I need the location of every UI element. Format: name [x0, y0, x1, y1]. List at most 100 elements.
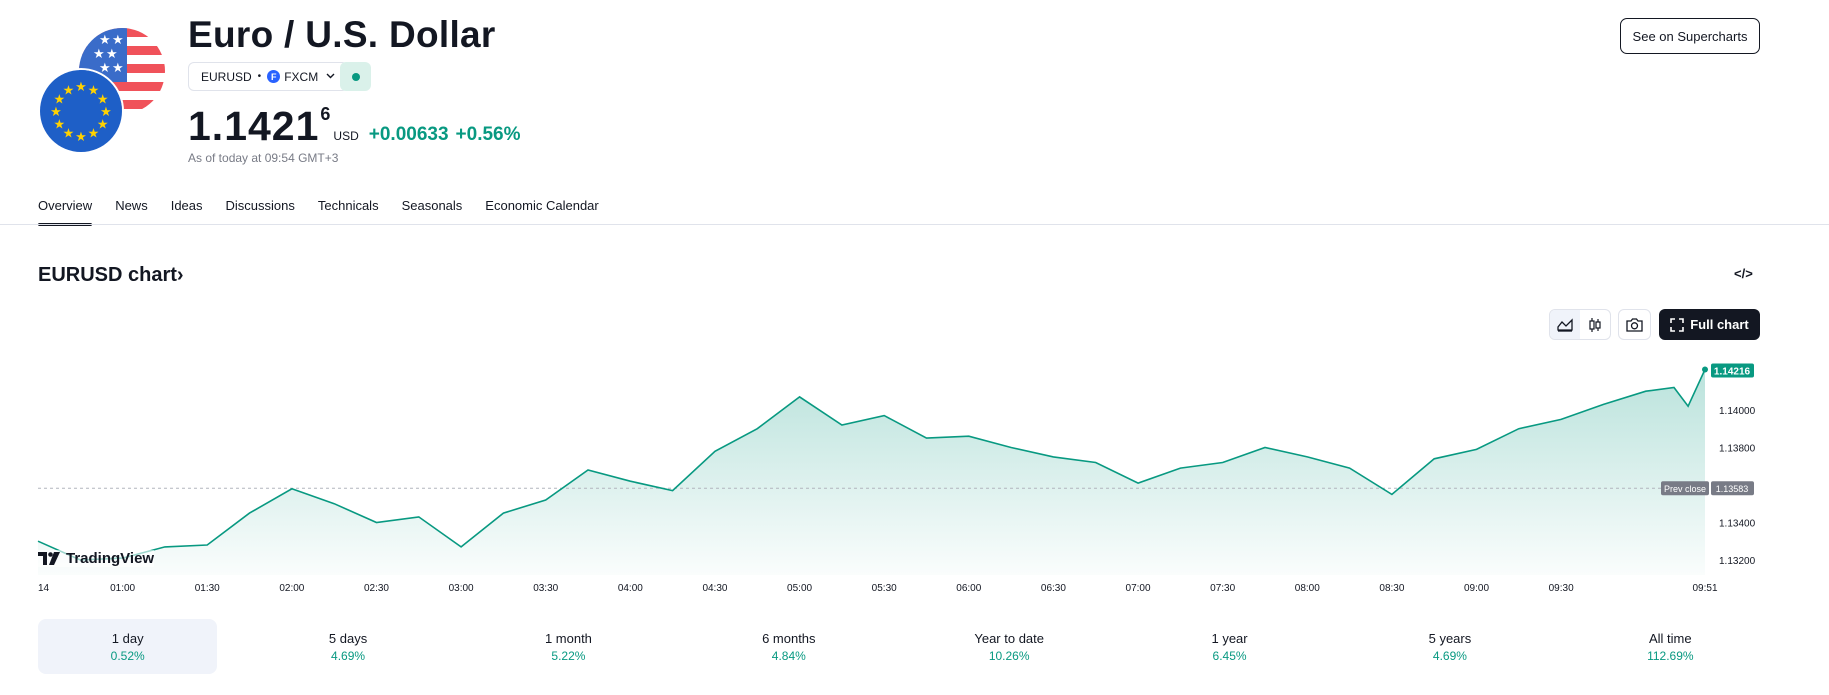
- eu-star-icon: ★: [97, 118, 109, 133]
- area-chart-icon[interactable]: [1550, 310, 1580, 339]
- price-area-fill: [38, 369, 1705, 575]
- x-tick-label: 05:30: [872, 583, 897, 594]
- eu-star-icon: ★: [54, 118, 66, 133]
- price-block: 1.1421 6 USD +0.00633 +0.56%: [188, 103, 521, 150]
- eu-star-icon: ★: [75, 80, 87, 95]
- tab-economic-calendar[interactable]: Economic Calendar: [485, 198, 599, 213]
- candles-chart-icon[interactable]: [1580, 310, 1610, 339]
- period-label: 1 month: [544, 630, 592, 646]
- chart-title-text: EURUSD chart: [38, 264, 177, 286]
- current-price-label: 1.14216: [1714, 367, 1751, 378]
- x-tick-label: 01:00: [110, 583, 135, 594]
- eu-star-icon: ★: [88, 127, 100, 142]
- prev-close-text: Prev close: [1664, 484, 1706, 494]
- x-tick-label: 04:30: [702, 583, 727, 594]
- period-change: 5.22%: [551, 648, 586, 663]
- tab-divider: [0, 224, 1829, 225]
- x-tick-label: 07:00: [1126, 583, 1151, 594]
- tab-ideas[interactable]: Ideas: [170, 198, 203, 213]
- x-tick-label: 06:30: [1041, 583, 1066, 594]
- separator-dot: •: [257, 71, 262, 82]
- x-tick-label: 07:30: [1210, 583, 1235, 594]
- fullscreen-icon: [1670, 317, 1685, 332]
- period-label: 5 years: [1428, 630, 1472, 646]
- period-button-1-day[interactable]: 1 day 0.52%: [38, 619, 218, 674]
- period-button-6-months[interactable]: 6 months 4.84%: [699, 619, 878, 674]
- page-title: Euro / U.S. Dollar: [188, 14, 496, 55]
- exchange-icon: F: [267, 70, 281, 83]
- svg-text:★: ★: [93, 47, 105, 62]
- x-tick-label: 09:51: [1692, 583, 1717, 594]
- period-button-5-days[interactable]: 5 days 4.69%: [258, 619, 437, 674]
- period-label: 6 months: [762, 630, 816, 646]
- svg-text:★: ★: [99, 33, 111, 48]
- price-currency: USD: [333, 129, 359, 143]
- period-label: All time: [1649, 630, 1692, 646]
- svg-text:★: ★: [112, 61, 124, 76]
- period-button-1-month[interactable]: 1 month 5.22%: [479, 619, 658, 674]
- period-button-1-year[interactable]: 1 year 6.45%: [1140, 619, 1319, 674]
- svg-text:★: ★: [112, 33, 124, 48]
- tab-overview[interactable]: Overview: [38, 198, 93, 226]
- chart-section-title[interactable]: EURUSD chart›: [38, 264, 184, 287]
- exchange-name: FXCM: [284, 69, 319, 84]
- x-tick-label: 08:30: [1379, 583, 1404, 594]
- tradingview-logo-text: TradingView: [66, 550, 155, 567]
- eu-star-icon: ★: [100, 105, 112, 120]
- chart-style-toggle: [1549, 309, 1611, 340]
- tab-bar: Overview News Ideas Discussions Technicals Se…: [38, 198, 622, 226]
- period-change: 10.26%: [988, 648, 1030, 663]
- full-chart-label: Full chart: [1690, 317, 1749, 332]
- tab-seasonals[interactable]: Seasonals: [401, 198, 463, 213]
- eu-star-icon: ★: [75, 130, 87, 145]
- x-tick-label: 03:30: [533, 583, 558, 594]
- eu-flag-icon: ★ ★ ★ ★ ★ ★ ★ ★ ★ ★ ★ ★: [38, 68, 124, 154]
- y-tick-label: 1.14000: [1719, 406, 1756, 417]
- x-tick-label: 14: [38, 583, 50, 594]
- tab-discussions[interactable]: Discussions: [225, 198, 295, 213]
- x-tick-label: 06:00: [956, 583, 981, 594]
- eu-star-icon: ★: [63, 83, 75, 98]
- price-line: [37, 369, 1706, 561]
- tradingview-logo-icon: [38, 552, 60, 565]
- y-tick-label: 1.13400: [1719, 519, 1756, 530]
- current-price-badge: [1711, 363, 1754, 378]
- eu-star-icon: ★: [63, 127, 75, 142]
- period-label: 1 year: [1211, 630, 1248, 646]
- price-chart[interactable]: 1.14000 1.13800 1.13400 1.13200 1.14216 Prev …: [0, 350, 1829, 600]
- price-change: +0.00633: [368, 124, 449, 145]
- x-tick-label: 08:00: [1295, 583, 1320, 594]
- tradingview-logo: TradingView: [38, 550, 155, 567]
- tab-technicals[interactable]: Technicals: [317, 198, 379, 213]
- embed-code-icon[interactable]: </>: [1734, 266, 1753, 281]
- x-tick-label: 09:00: [1464, 583, 1489, 594]
- price-timestamp: As of today at 09:54 GMT+3: [188, 151, 339, 165]
- symbol-logo: ★ ★ ★ ★ ★ ★ ★ ★ ★ ★ ★ ★ ★ ★ ★ ★ ★ ★: [38, 26, 170, 156]
- period-change: 6.45%: [1212, 648, 1247, 663]
- tab-news[interactable]: News: [115, 198, 148, 213]
- full-chart-button[interactable]: Full chart: [1659, 309, 1760, 340]
- ticker-symbol: EURUSD: [201, 69, 252, 84]
- period-label: 5 days: [328, 630, 368, 646]
- see-on-supercharts-button[interactable]: See on Supercharts: [1620, 18, 1760, 54]
- period-change: 4.84%: [771, 648, 806, 663]
- prev-close-value: 1.13583: [1716, 484, 1749, 494]
- period-button-year-to-date[interactable]: Year to date 10.26%: [920, 619, 1099, 674]
- market-status-badge[interactable]: [340, 62, 371, 91]
- symbol-selector[interactable]: EURUSD • F FXCM: [188, 62, 349, 91]
- period-button-all-time[interactable]: All time 112.69%: [1581, 619, 1760, 674]
- period-button-5-years[interactable]: 5 years 4.69%: [1360, 619, 1539, 674]
- camera-icon[interactable]: [1618, 309, 1651, 340]
- price-main: 1.1421: [188, 103, 320, 149]
- price-change-percent: +0.56%: [455, 124, 521, 145]
- x-tick-label: 01:30: [195, 583, 220, 594]
- y-tick-label: 1.13800: [1719, 444, 1756, 455]
- current-price-point: [1702, 366, 1708, 373]
- period-selector: 1 day 0.52% 5 days 4.69% 1 month 5.22% 6 month…: [38, 619, 1760, 674]
- x-tick-label: 02:30: [364, 583, 389, 594]
- market-open-dot-icon: [351, 72, 360, 81]
- y-tick-label: 1.13200: [1719, 556, 1756, 567]
- x-tick-label: 03:00: [449, 583, 474, 594]
- price-fraction: 6: [320, 104, 331, 124]
- eu-star-icon: ★: [50, 105, 62, 120]
